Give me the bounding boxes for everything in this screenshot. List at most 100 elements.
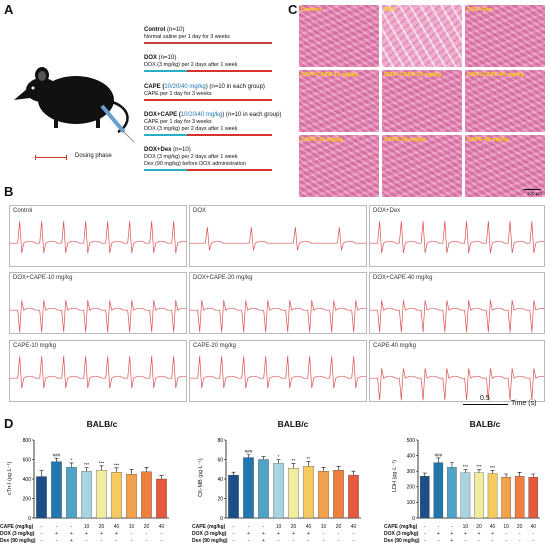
histology-label: DOX+Dex <box>467 7 493 13</box>
significance-label: ** <box>292 458 296 463</box>
treatment-cell: - <box>322 538 325 544</box>
treatment-cell: - <box>130 531 133 537</box>
treatment-row-label: Dex (90 mg/kg) <box>192 538 228 544</box>
error-bar <box>351 470 356 476</box>
ecg-line <box>370 300 544 333</box>
error-bar <box>517 471 522 477</box>
treatment-cell: - <box>292 538 295 544</box>
treatment-row-label: DOX (3 mg/kg) <box>0 531 35 537</box>
panel-label-d: D <box>4 416 14 431</box>
treatment-cell: - <box>115 538 118 544</box>
ecg-label: DOX+CAPE-40 mg/kg <box>373 275 433 281</box>
bar <box>348 474 359 519</box>
error-bar <box>321 467 326 472</box>
treatment-cell: - <box>352 531 355 537</box>
ecg-waveform <box>190 227 366 251</box>
bar <box>433 462 444 519</box>
y-tick-label: 60 <box>217 457 223 463</box>
ecg-trace-3: DOX+Dex <box>369 205 545 267</box>
treatment-cell: 20 <box>290 524 297 530</box>
group-dox-dex-line-1: DOX (3 mg/kg) per 2 days after 1 week <box>144 154 238 160</box>
y-tick-label: 0 <box>28 516 31 522</box>
histology-label: DOX+CAPE-20 mg/kg <box>384 72 442 78</box>
histology-image-9: CAPE-40 mg/kg 100 μm <box>464 134 546 198</box>
bar <box>273 463 284 519</box>
treatment-cell: - <box>451 524 453 530</box>
bar <box>111 472 122 519</box>
time-scale-unit: Time (s) <box>511 400 537 407</box>
ecg-label: Control <box>13 208 33 214</box>
bar <box>243 457 254 519</box>
y-tick-label: 20 <box>217 496 223 502</box>
treatment-cell: 40 <box>530 524 536 530</box>
ecg-trace-2: DOX <box>189 205 367 267</box>
treatment-cell: - <box>277 538 280 544</box>
bar <box>318 471 329 519</box>
treatment-cell: - <box>337 531 340 537</box>
ecg-waveform <box>370 221 544 254</box>
bar <box>288 468 299 519</box>
ecg-waveform <box>370 300 544 333</box>
treatment-cell: + <box>292 531 295 537</box>
treatment-cell: + <box>307 531 310 537</box>
time-scale-value: 0.5 <box>480 395 490 402</box>
error-bar <box>39 470 44 477</box>
treatment-cell: - <box>423 524 426 530</box>
ecg-label: CAPE-20 mg/kg <box>193 343 237 349</box>
treatment-cell: - <box>464 538 467 544</box>
group-control-title: Control (n=10) <box>144 27 185 33</box>
treatment-cell: - <box>160 531 163 537</box>
treatment-cell: + <box>463 531 467 537</box>
panel-label-a: A <box>4 2 14 17</box>
treatment-cell: - <box>247 538 250 544</box>
chart-3-title: BALB/c <box>469 419 501 429</box>
error-bar <box>504 473 509 478</box>
group-dox-cape-line-2: DOX (3 mg/kg) per 2 days after 1 week <box>144 125 238 132</box>
error-bar <box>477 469 481 473</box>
mouse-illustration <box>14 67 135 143</box>
group-dox-line: DOX (3 mg/kg) per 2 days after 1 week <box>144 62 238 68</box>
ecg-line <box>370 221 544 254</box>
bar <box>333 470 344 519</box>
treatment-cell: - <box>352 538 355 544</box>
ecg-trace-4: DOX+CAPE-10 mg/kg <box>9 272 187 334</box>
histology-label: DOX+CAPE-40 mg/kg <box>467 72 525 78</box>
y-tick-label: 200 <box>23 496 32 502</box>
treatment-cell: - <box>85 538 88 544</box>
treatment-cell: - <box>40 524 43 530</box>
dosing-phase-tick-left <box>35 155 36 160</box>
ecg-label: CAPE-40 mg/kg <box>373 343 417 349</box>
treatment-cell: - <box>532 538 535 544</box>
histology-label: DOX+CAPE-10 mg/kg <box>301 72 359 78</box>
panel-label-c: C <box>288 2 298 17</box>
ecg-trace-6: DOX+CAPE-40 mg/kg <box>369 272 545 334</box>
treatment-cell: 40 <box>113 524 120 530</box>
ecg-trace-5: DOX+CAPE-20 mg/kg <box>189 272 367 334</box>
significance-label: *** <box>476 464 482 469</box>
error-bar <box>246 454 251 458</box>
significance-label: *** <box>490 465 496 470</box>
bar <box>141 471 152 519</box>
treatment-cell: 20 <box>476 524 482 530</box>
ecg-label: DOX+Dex <box>373 208 401 214</box>
ecg-label: DOX+CAPE-20 mg/kg <box>193 275 253 281</box>
treatment-cell: + <box>115 531 118 537</box>
treatment-cell: + <box>450 531 454 537</box>
treatment-cell: + <box>85 531 88 537</box>
treatment-cell: + <box>100 531 103 537</box>
histology-image-8: CAPE-20 mg/kg <box>381 134 463 198</box>
group-cape-line: CAPE per 1 day for 3 weeks <box>144 91 212 97</box>
treatment-cell: - <box>518 531 521 537</box>
treatment-cell: - <box>130 538 133 544</box>
bar <box>156 478 167 519</box>
treatment-cell: - <box>232 531 235 537</box>
group-dox-timeline <box>144 70 272 72</box>
ecg-trace-9: CAPE-40 mg/kg <box>369 340 545 402</box>
treatment-row-label: CAPE (mg/kg) <box>0 524 34 530</box>
treatment-cell: + <box>477 531 481 537</box>
chart-2-title: BALB/c <box>277 419 309 429</box>
treatment-cell: - <box>337 538 340 544</box>
group-dox-title: DOX (n=10) <box>144 55 177 61</box>
treatment-cell: - <box>232 538 235 544</box>
treatment-cell: + <box>70 538 73 544</box>
